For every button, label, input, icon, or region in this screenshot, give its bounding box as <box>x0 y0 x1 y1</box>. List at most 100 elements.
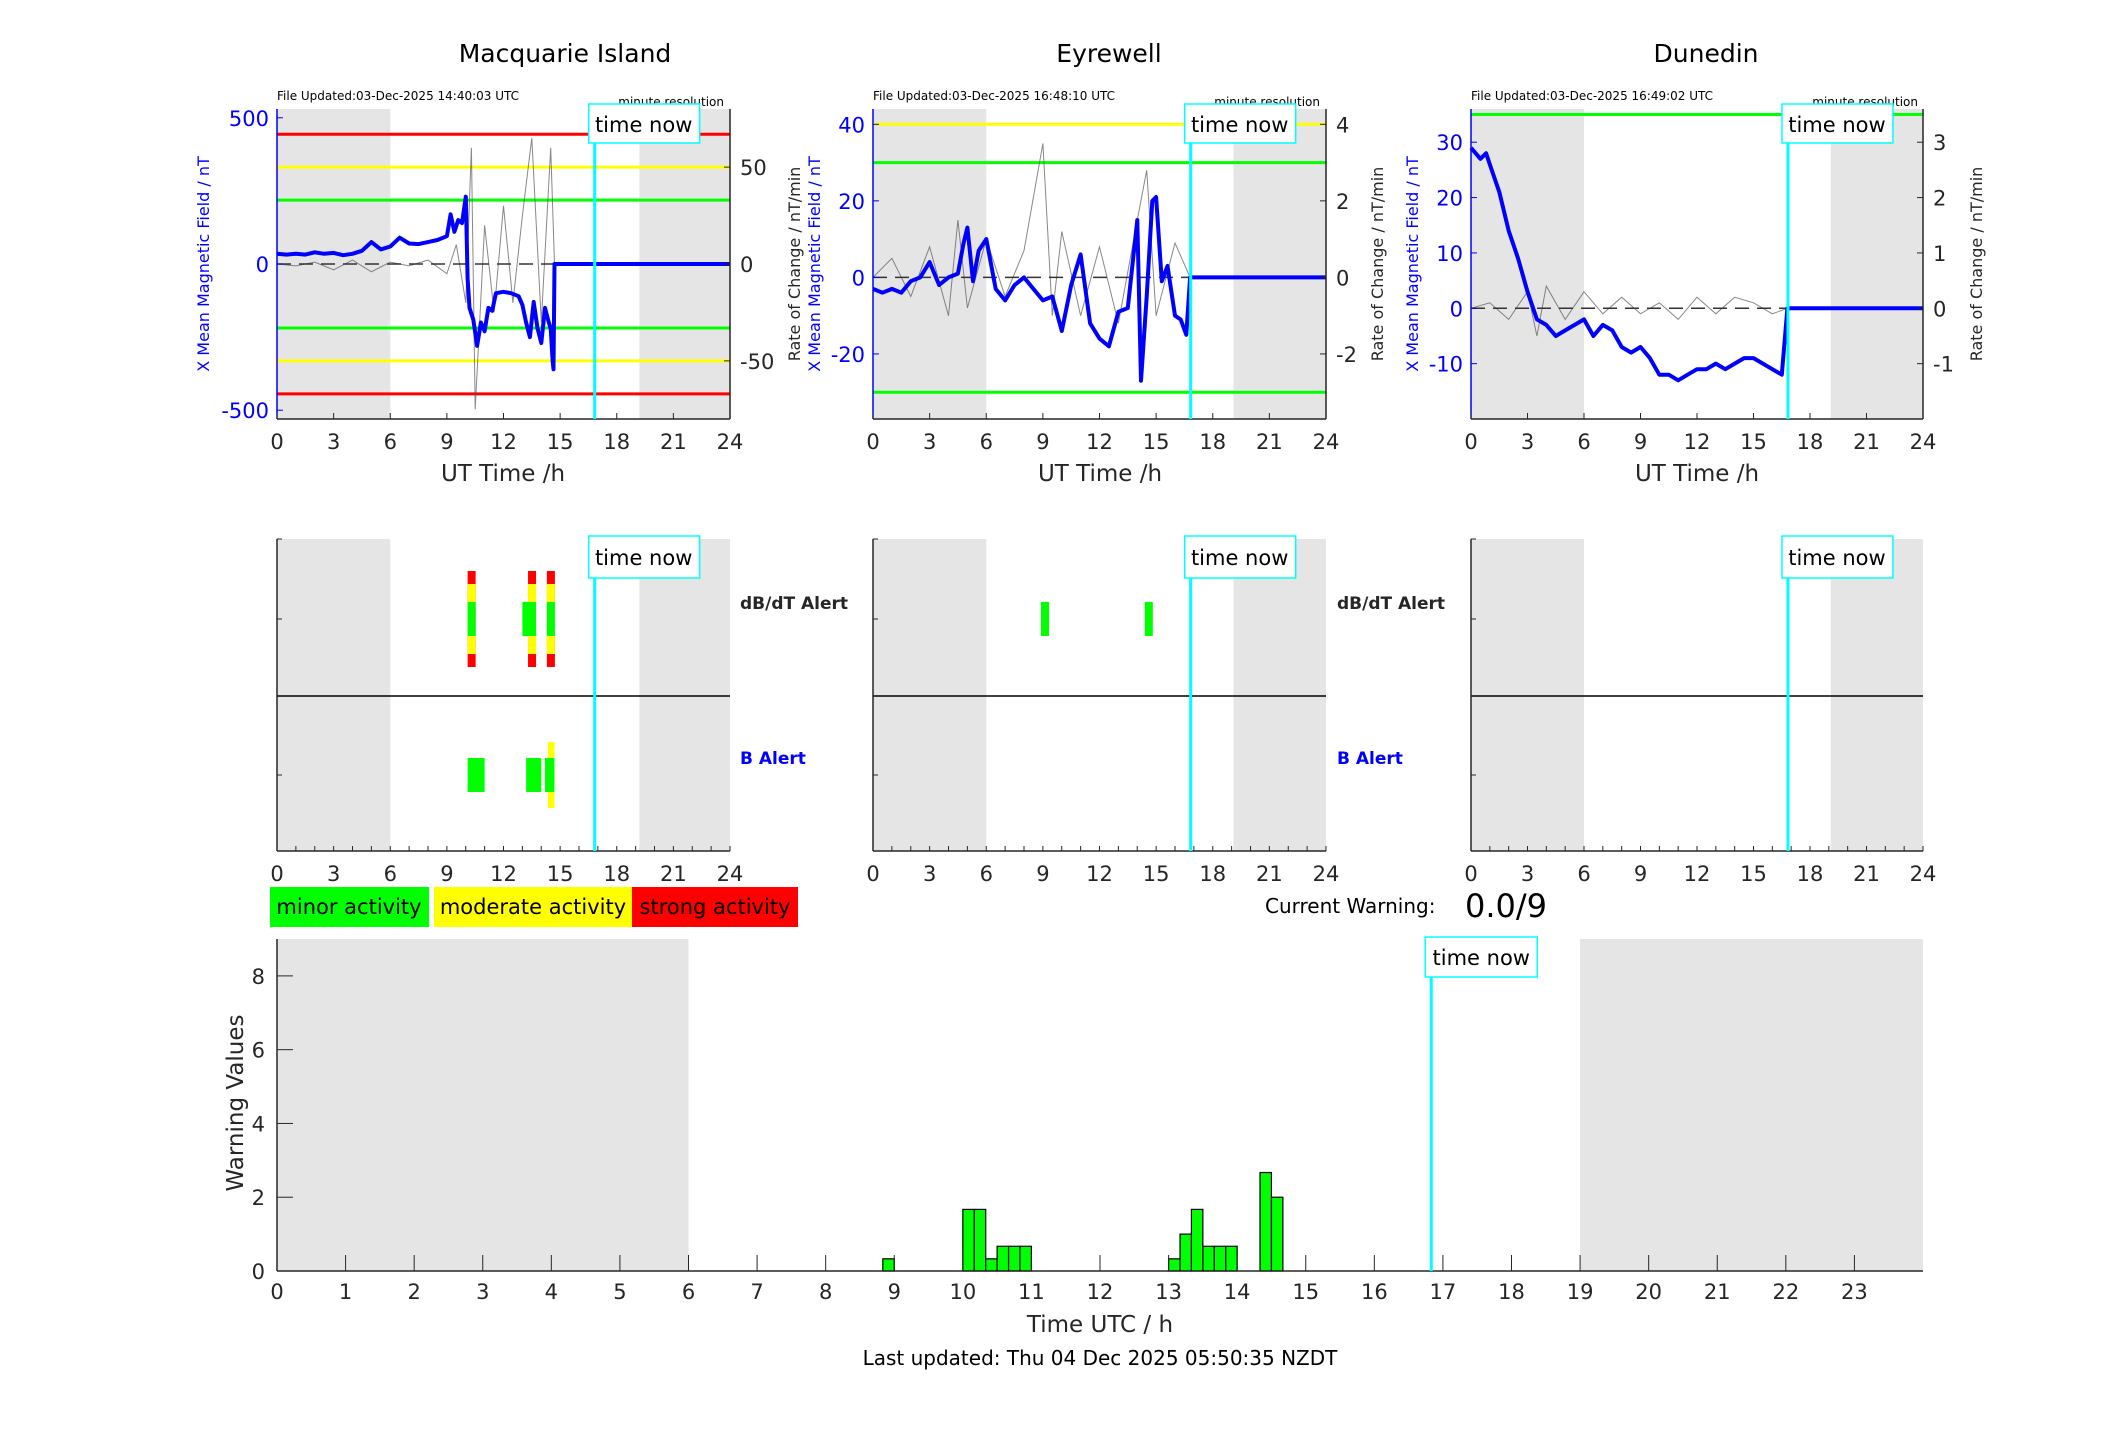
x-tick-label: 18 <box>1199 430 1226 454</box>
time-now-label: time now <box>1433 946 1530 970</box>
time-now-box <box>1183 103 1297 144</box>
y-tick-label-right: 2 <box>1336 190 1349 214</box>
night-shading <box>277 539 391 851</box>
x-tick-label: 24 <box>1313 430 1340 454</box>
current-warning-label: Current Warning: <box>1265 894 1435 918</box>
dbdt-alert-label-eyrewell: dB/dT Alert <box>1337 594 1445 614</box>
time-now-box <box>1781 535 1894 579</box>
x-tick-label: 24 <box>717 862 744 886</box>
dbdt-alert-minor <box>467 602 476 636</box>
y-tick-label-left: -20 <box>831 343 865 367</box>
dbdt-alert-minor <box>1040 602 1049 636</box>
y-tick-label: 4 <box>252 1112 265 1136</box>
y-tick-label-left: 10 <box>1436 242 1463 266</box>
x-tick-label: 19 <box>1567 1280 1594 1304</box>
x-tick-label: 18 <box>1797 430 1824 454</box>
legend-minor-label: minor activity <box>276 895 421 919</box>
b-alert-label-eyrewell: B Alert <box>1337 749 1403 769</box>
x-tick-label: 16 <box>1361 1280 1388 1304</box>
x-tick-label: 0 <box>270 862 283 886</box>
y-tick-label-right: 0 <box>1933 297 1946 321</box>
x-tick-label: 6 <box>384 430 397 454</box>
station-title-macquarie: Macquarie Island <box>459 39 672 68</box>
night-shading <box>639 539 730 851</box>
time-now-label: time now <box>595 113 692 137</box>
warning-bar <box>973 1208 987 1272</box>
x-tick-label: 3 <box>923 430 936 454</box>
b-alert-minor <box>545 758 555 792</box>
x-tick-label: 9 <box>1634 862 1647 886</box>
y-tick-label-left: 500 <box>229 107 269 131</box>
x-tick-label: 6 <box>1577 430 1590 454</box>
warning-bar <box>1270 1196 1284 1272</box>
warning-bar <box>985 1258 998 1272</box>
warning-bar <box>996 1245 1010 1272</box>
y-tick-label-right: -1 <box>1933 353 1954 377</box>
x-tick-label: 3 <box>1521 862 1534 886</box>
time-now-box <box>1781 103 1894 144</box>
x-tick-label: 21 <box>1853 862 1880 886</box>
dbdt-alert-minor <box>528 602 537 636</box>
night-shading <box>1471 539 1584 851</box>
y-tick-label-left: -10 <box>1429 353 1463 377</box>
x-tick-label: 5 <box>613 1280 626 1304</box>
time-now-box <box>587 103 701 144</box>
y-tick-label-left: 20 <box>838 190 865 214</box>
x-tick-label: 9 <box>888 1280 901 1304</box>
dbdt-alert-minor <box>546 602 555 636</box>
y-tick-label-right: -50 <box>740 350 774 374</box>
file-updated-eyrewell: File Updated:03-Dec-2025 16:48:10 UTC <box>873 89 1115 103</box>
warning-bar <box>962 1208 975 1272</box>
x-tick-label: 4 <box>545 1280 558 1304</box>
b-alert-label-macquarie: B Alert <box>740 749 806 769</box>
night-shading <box>873 539 987 851</box>
y-tick-label-left: 0 <box>852 266 865 290</box>
y-tick-label-left: 20 <box>1436 187 1463 211</box>
magnetic-field-line <box>1469 146 1923 383</box>
y-tick-label-left: 0 <box>256 253 269 277</box>
ylabel-right-macquarie: Rate of Change / nT/min <box>785 167 804 362</box>
x-tick-label: 18 <box>1797 862 1824 886</box>
x-tick-label: 12 <box>490 430 517 454</box>
y-tick-label-right: -2 <box>1336 343 1357 367</box>
x-tick-label: 24 <box>1910 430 1937 454</box>
x-tick-label: 3 <box>1521 430 1534 454</box>
x-tick-label: 12 <box>1086 862 1113 886</box>
activity-legend: minor activity moderate activity strong … <box>270 887 798 927</box>
xlabel-time-utc: Time UTC / h <box>1026 1312 1173 1338</box>
x-tick-label: 18 <box>1199 862 1226 886</box>
x-tick-label: 21 <box>1256 430 1283 454</box>
b-alert-minor <box>526 758 542 792</box>
night-shading <box>1830 539 1923 851</box>
x-tick-label: 18 <box>603 430 630 454</box>
x-tick-label: 10 <box>949 1280 976 1304</box>
station-title-dunedin: Dunedin <box>1654 39 1759 68</box>
night-shading <box>1580 939 1923 1271</box>
warning-bar <box>1167 1258 1181 1272</box>
warning-values-chart: 0 1 2 3 4 5 6 7 8 9 10 11 12 13 14 15 16 17 18 19 20 21 22 2302… <box>252 936 1923 1304</box>
y-tick-label-right: 0 <box>740 253 753 277</box>
x-tick-label: 6 <box>384 862 397 886</box>
xlabel-dunedin: UT Time /h <box>1635 461 1759 487</box>
file-updated-macquarie: File Updated:03-Dec-2025 14:40:03 UTC <box>277 89 519 103</box>
ylabel-right-dunedin: Rate of Change / nT/min <box>1967 167 1986 362</box>
x-tick-label: 20 <box>1635 1280 1662 1304</box>
warning-bar <box>1019 1245 1032 1272</box>
time-now-label: time now <box>1788 113 1885 137</box>
night-shading <box>1233 539 1326 851</box>
x-tick-label: 18 <box>1498 1280 1525 1304</box>
night-shading <box>1233 109 1326 419</box>
legend-minor-swatch <box>270 887 429 927</box>
alert-plot-dunedin: 0 3 6 9 12 15 18 21 24 time now <box>1464 535 1936 886</box>
rate-of-change-line <box>276 138 730 410</box>
x-tick-label: 6 <box>980 862 993 886</box>
x-tick-label: 12 <box>490 862 517 886</box>
x-tick-label: 21 <box>660 430 687 454</box>
x-tick-label: 12 <box>1086 430 1113 454</box>
ylabel-left-eyrewell: X Mean Magnetic Field / nT <box>805 156 824 372</box>
warning-bar <box>1259 1171 1273 1272</box>
time-now-box <box>1424 936 1539 978</box>
